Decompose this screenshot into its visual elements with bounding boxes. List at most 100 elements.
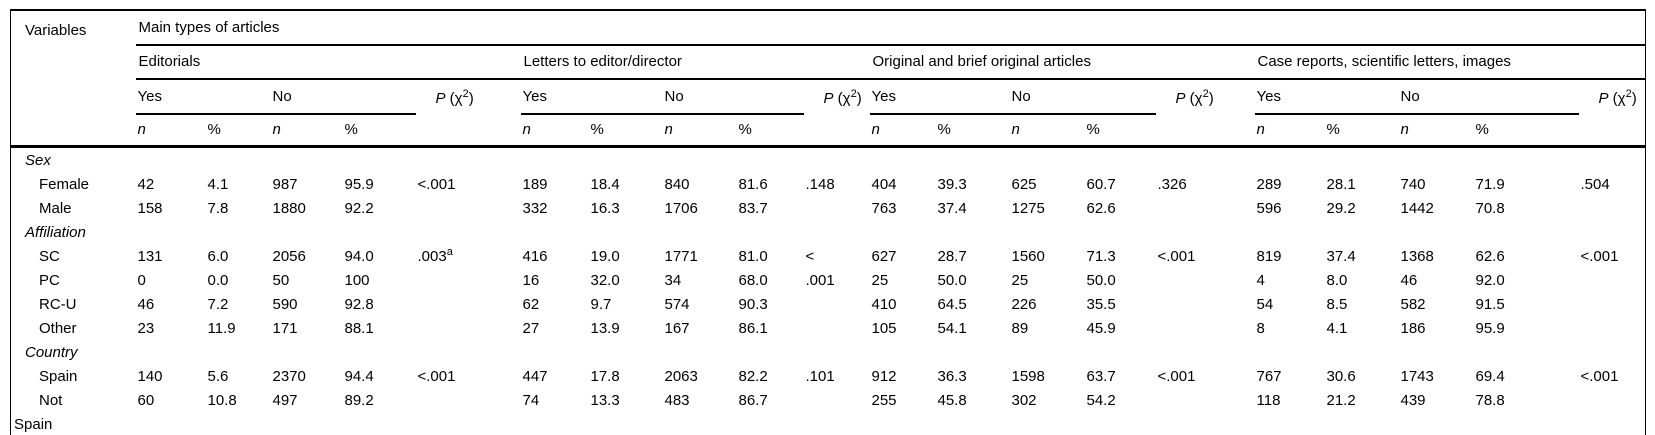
value-cell: 1706	[664, 200, 698, 217]
chi-close: )	[468, 90, 474, 107]
value-cell: 25	[871, 272, 889, 289]
value-cell: .148	[805, 176, 835, 193]
variables-column-header: Variables	[10, 10, 136, 148]
value-cell: 987	[272, 176, 298, 193]
table-body: Sex Female 42 4.1 987 95.9 <.001 189 18.4 840 81.6…	[11, 147, 1646, 435]
value-cell: 1560	[1011, 248, 1045, 265]
value-cell: 186	[1400, 320, 1426, 337]
value-cell	[1579, 389, 1646, 435]
value-cell: 30.6	[1326, 368, 1356, 385]
value-cell: 6.0	[207, 248, 229, 265]
value-cell: <	[805, 248, 815, 265]
chi-close: )	[1208, 90, 1214, 107]
value-cell: 16	[522, 272, 540, 289]
yes-header: Yes	[1254, 79, 1399, 115]
row-label: Not Spain	[14, 392, 63, 433]
value-cell: .003a	[417, 246, 453, 266]
chi-exponent: 2	[1625, 88, 1632, 100]
value-cell: 54	[1256, 296, 1274, 313]
n-header: n	[1254, 114, 1325, 148]
category-row: Country	[11, 341, 1646, 365]
value-cell	[804, 293, 870, 317]
value-cell: <.001	[417, 368, 456, 385]
value-cell: 332	[522, 200, 548, 217]
value-cell	[1156, 269, 1255, 293]
p-chi2-header: P (χ2)	[1155, 79, 1255, 148]
value-cell: 89	[1011, 320, 1029, 337]
chi-open: (χ	[445, 90, 463, 107]
no-header: No	[270, 79, 416, 115]
value-cell: 82.2	[738, 368, 768, 385]
value-cell	[416, 293, 521, 317]
p-label: P	[1175, 90, 1186, 107]
value-cell: .326	[1157, 176, 1187, 193]
value-cell: 71.3	[1086, 248, 1116, 265]
value-cell: 91.5	[1475, 296, 1505, 313]
value-cell: 8	[1256, 320, 1265, 337]
category-row: Sex	[11, 147, 1646, 174]
value-cell: 0	[137, 272, 146, 289]
section-header-originals: Original and brief original articles	[869, 45, 1255, 80]
value-cell: 483	[664, 392, 690, 409]
value-cell	[416, 389, 521, 435]
yes-header: Yes	[869, 79, 1010, 115]
chi-close: )	[856, 90, 862, 107]
value-cell: 416	[522, 248, 548, 265]
value-cell: 4.1	[1326, 320, 1348, 337]
yes-header: Yes	[135, 79, 271, 115]
data-row: SC 131 6.0 2056 94.0 .003a 416 19.0 1771 81.0 <627…	[11, 245, 1646, 269]
value-cell: 62.6	[1086, 200, 1116, 217]
value-cell: 89.2	[344, 392, 374, 409]
percent-header: %	[205, 114, 271, 148]
header-row-2: Editorials Letters to editor/director Or…	[11, 45, 1646, 80]
value-cell: 81.0	[738, 248, 768, 265]
value-cell: 62.6	[1475, 248, 1505, 265]
value-cell	[416, 317, 521, 341]
value-cell: 60	[137, 392, 155, 409]
value-cell: <.001	[1580, 368, 1619, 385]
p-chi2-header: P (χ2)	[415, 79, 521, 148]
value-cell: 42	[137, 176, 155, 193]
value-cell: 69.4	[1475, 368, 1505, 385]
percent-header: %	[588, 114, 663, 148]
row-label: SC	[39, 248, 60, 265]
n-header: n	[135, 114, 206, 148]
value-cell: 8.0	[1326, 272, 1348, 289]
value-cell: 4.1	[207, 176, 229, 193]
group-header: Main types of articles	[135, 10, 1646, 46]
value-cell: 0.0	[207, 272, 229, 289]
value-cell: 131	[137, 248, 163, 265]
value-cell: 627	[871, 248, 897, 265]
value-cell	[1156, 197, 1255, 221]
value-cell: 81.6	[738, 176, 768, 193]
value-cell: 36.3	[937, 368, 967, 385]
value-cell	[1156, 389, 1255, 435]
n-header: n	[662, 114, 737, 148]
value-cell: 13.9	[590, 320, 620, 337]
value-cell: <.001	[1580, 248, 1619, 265]
p-label: P	[1598, 90, 1609, 107]
value-cell: 767	[1256, 368, 1282, 385]
section-header-case-reports: Case reports, scientific letters, images	[1254, 45, 1646, 80]
value-cell: 94.4	[344, 368, 374, 385]
table-header: Variables Main types of articles Editori…	[10, 10, 1646, 148]
value-cell	[1156, 317, 1255, 341]
no-header: No	[1398, 79, 1579, 115]
value-cell: 4	[1256, 272, 1265, 289]
value-cell: 590	[272, 296, 298, 313]
value-cell: 95.9	[1475, 320, 1505, 337]
value-cell: 37.4	[1326, 248, 1356, 265]
value-cell: 45.8	[937, 392, 967, 409]
value-cell	[416, 197, 521, 221]
value-cell: 410	[871, 296, 897, 313]
value-cell: 1771	[664, 248, 698, 265]
value-cell: 86.1	[738, 320, 768, 337]
row-label: Other	[39, 320, 77, 337]
value-cell	[804, 197, 870, 221]
value-cell: 158	[137, 200, 163, 217]
value-cell: 447	[522, 368, 548, 385]
value-cell: 34	[664, 272, 682, 289]
value-cell: 171	[272, 320, 298, 337]
value-cell: 740	[1400, 176, 1426, 193]
